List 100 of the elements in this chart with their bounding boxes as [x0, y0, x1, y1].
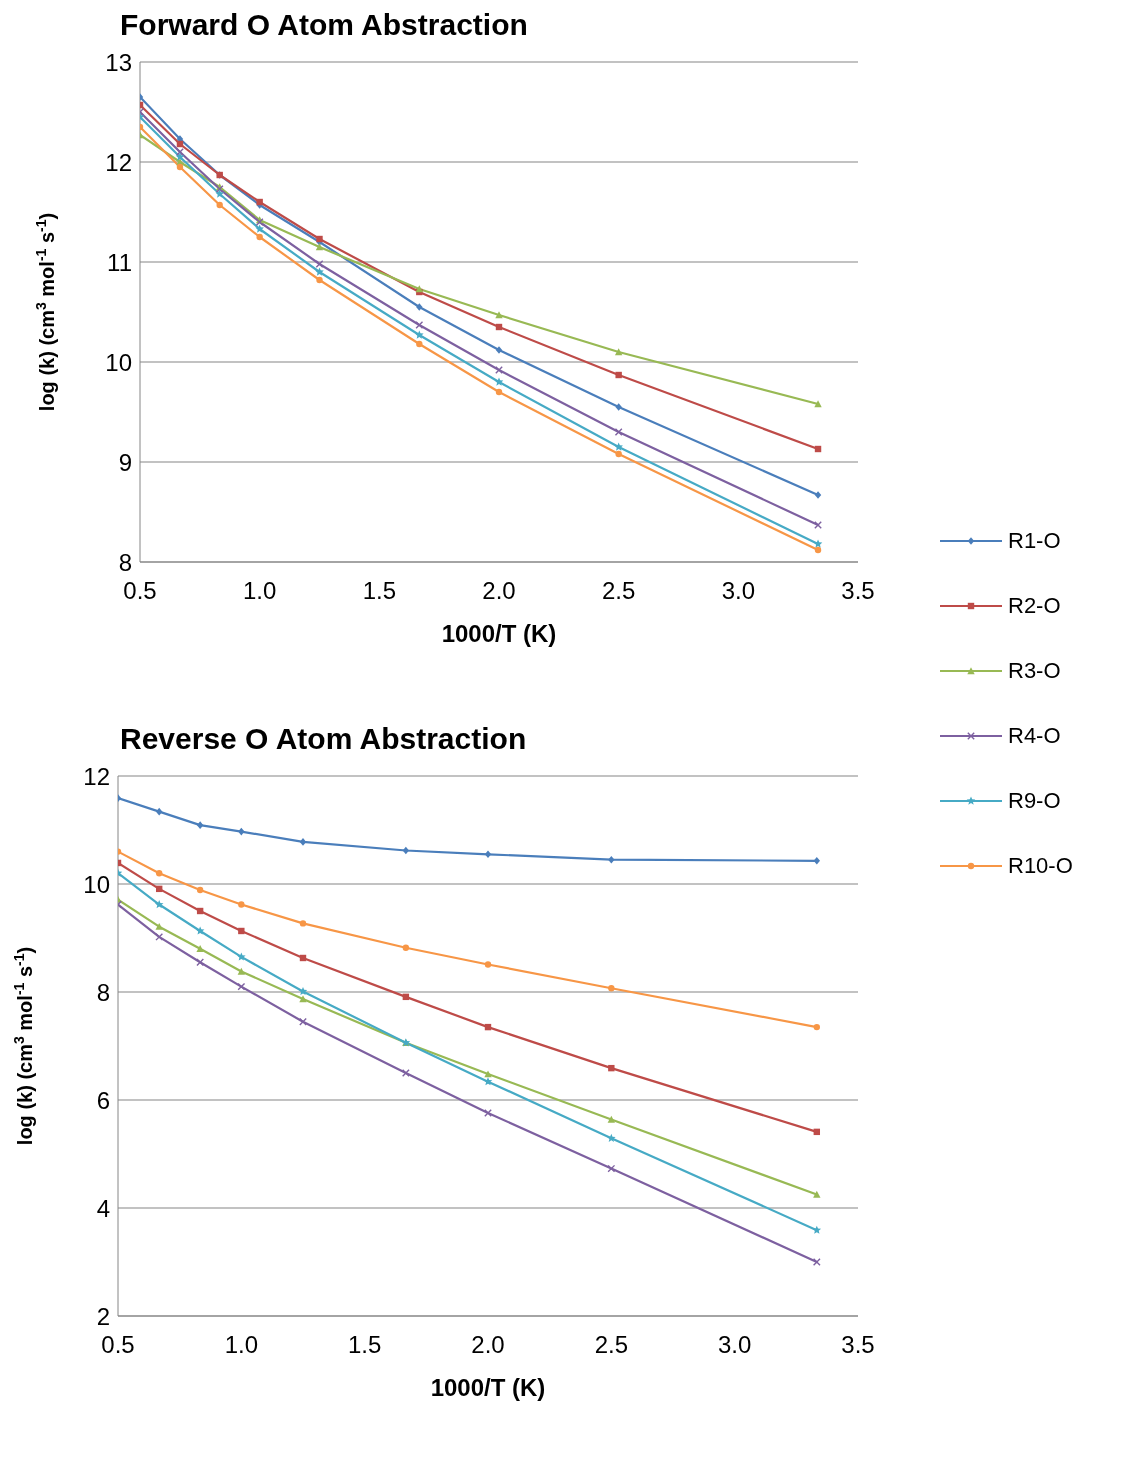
point [608, 1064, 615, 1072]
point [237, 952, 246, 961]
point [615, 450, 622, 458]
point [483, 1077, 493, 1086]
legend-label: R10-O [1008, 852, 1073, 879]
y-tick-label: 8 [118, 548, 132, 576]
point [299, 1017, 307, 1026]
x-tick-label: 3.5 [841, 1331, 875, 1359]
point [315, 260, 324, 268]
x-tick-label: 2.5 [601, 577, 636, 605]
point [812, 1258, 821, 1266]
point [484, 850, 492, 859]
point [299, 995, 307, 1003]
y-tick-label: 11 [107, 248, 132, 276]
x-axis-title: 1000/T (K) [430, 1374, 546, 1401]
point [215, 189, 224, 198]
point [237, 967, 246, 975]
point [608, 855, 615, 864]
point [814, 400, 822, 408]
point [402, 944, 410, 951]
point [484, 1070, 492, 1078]
y-tick-label: 12 [105, 148, 132, 176]
point [238, 827, 245, 836]
y-tick-label: 10 [83, 870, 110, 898]
point [495, 346, 503, 354]
point [216, 201, 223, 209]
legend-label: R3-O [1008, 657, 1061, 684]
point [495, 311, 503, 319]
point [615, 403, 622, 411]
point [494, 377, 504, 386]
point [315, 267, 324, 276]
point [813, 1190, 821, 1198]
point [176, 163, 184, 171]
point [299, 920, 307, 927]
y-tick-label: 10 [105, 348, 132, 376]
point [155, 922, 163, 930]
point [196, 821, 204, 829]
y-tick-label: 9 [118, 448, 132, 476]
y-tick-label: 6 [96, 1086, 110, 1114]
point [607, 1133, 616, 1142]
point [607, 1115, 616, 1123]
point [155, 807, 163, 816]
point [495, 388, 503, 396]
x-tick-label: 2.5 [594, 1331, 629, 1359]
point [812, 1225, 822, 1234]
x-tick-label: 1.0 [224, 1331, 259, 1359]
x-tick-label: 3.0 [717, 1331, 752, 1359]
x-tick-label: 2.0 [482, 577, 516, 605]
point [238, 901, 245, 908]
y-tick-label: 8 [96, 978, 110, 1006]
point [614, 442, 623, 451]
point [416, 303, 423, 311]
x-tick-label: 0.5 [123, 577, 157, 605]
point [155, 870, 163, 877]
x-tick-label: 1.0 [242, 577, 277, 605]
point [614, 428, 623, 436]
point [402, 846, 410, 855]
x-tick-label: 2.0 [471, 1331, 505, 1359]
point [607, 1164, 616, 1173]
legend-label: R1-O [1008, 527, 1061, 554]
x-tick-label: 1.5 [362, 577, 397, 605]
legend-label: R2-O [1008, 592, 1061, 619]
point [316, 276, 323, 284]
point [256, 233, 263, 241]
point [401, 1069, 410, 1077]
point [415, 321, 424, 329]
point [195, 926, 205, 935]
point [813, 539, 823, 548]
x-tick-label: 3.5 [841, 577, 875, 605]
point [196, 958, 205, 967]
point [237, 982, 246, 991]
y-tick-label: 13 [105, 48, 132, 76]
point [813, 856, 821, 865]
y-tick-label: 2 [96, 1302, 110, 1330]
point [814, 546, 822, 554]
x-tick-label: 0.5 [101, 1331, 135, 1359]
point [484, 1109, 492, 1117]
chart-title: Forward O Atom Abstraction [120, 8, 528, 41]
point [315, 243, 324, 251]
point [175, 152, 185, 161]
y-tick-label: 4 [96, 1194, 110, 1222]
point [155, 933, 164, 941]
point [415, 330, 424, 339]
point [813, 1023, 821, 1031]
point [608, 985, 615, 992]
point [299, 838, 307, 846]
point [298, 986, 308, 996]
point [615, 371, 622, 379]
point [255, 224, 264, 233]
point [154, 900, 164, 909]
legend-label: R4-O [1008, 722, 1061, 749]
legend-label: R9-O [1008, 787, 1061, 814]
y-tick-label: 12 [83, 762, 110, 790]
point [196, 945, 204, 952]
point [416, 340, 423, 348]
point [238, 927, 245, 935]
point [196, 886, 204, 894]
point [814, 491, 822, 499]
point [484, 961, 492, 968]
point [176, 148, 184, 156]
